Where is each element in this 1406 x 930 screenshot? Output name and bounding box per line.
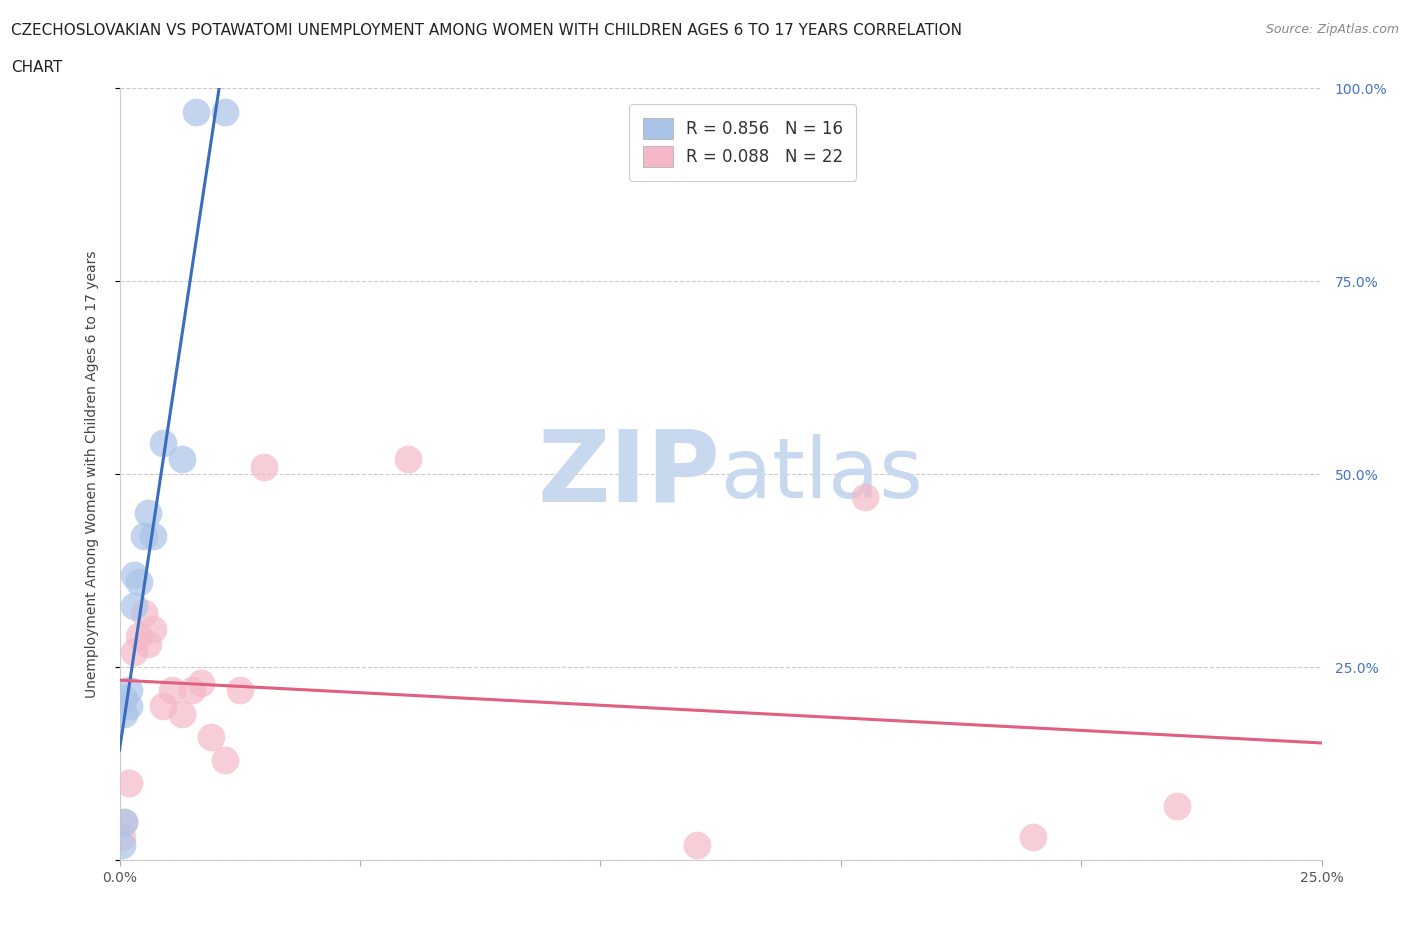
Point xyxy=(214,752,236,767)
Point xyxy=(111,837,134,852)
Point xyxy=(162,683,184,698)
Point xyxy=(122,598,145,613)
Y-axis label: Unemployment Among Women with Children Ages 6 to 17 years: Unemployment Among Women with Children A… xyxy=(84,250,98,698)
Point xyxy=(228,683,252,698)
Point xyxy=(112,706,135,721)
Point xyxy=(128,629,150,644)
Point xyxy=(214,104,236,119)
Point xyxy=(685,837,707,852)
Point xyxy=(1022,830,1045,844)
Point xyxy=(1166,799,1188,814)
Point xyxy=(122,644,145,659)
Point xyxy=(132,528,155,543)
Point xyxy=(253,459,276,474)
Point xyxy=(112,815,135,830)
Point xyxy=(170,451,193,466)
Point xyxy=(118,683,141,698)
Point xyxy=(122,567,145,582)
Point xyxy=(190,675,212,690)
Text: CHART: CHART xyxy=(11,60,63,75)
Text: CZECHOSLOVAKIAN VS POTAWATOMI UNEMPLOYMENT AMONG WOMEN WITH CHILDREN AGES 6 TO 1: CZECHOSLOVAKIAN VS POTAWATOMI UNEMPLOYME… xyxy=(11,23,962,38)
Point xyxy=(112,815,135,830)
Point xyxy=(132,605,155,620)
Point xyxy=(111,830,134,844)
Point xyxy=(142,621,165,636)
Point xyxy=(396,451,419,466)
Point xyxy=(853,490,876,505)
Point xyxy=(180,683,202,698)
Point xyxy=(138,637,160,652)
Point xyxy=(138,506,160,521)
Point xyxy=(142,528,165,543)
Point xyxy=(112,691,135,706)
Text: Source: ZipAtlas.com: Source: ZipAtlas.com xyxy=(1265,23,1399,36)
Legend: R = 0.856   N = 16, R = 0.088   N = 22: R = 0.856 N = 16, R = 0.088 N = 22 xyxy=(630,104,856,180)
Point xyxy=(152,698,174,713)
Point xyxy=(186,104,208,119)
Point xyxy=(118,698,141,713)
Point xyxy=(152,436,174,451)
Point xyxy=(118,776,141,790)
Text: ZIP: ZIP xyxy=(537,426,720,523)
Point xyxy=(170,706,193,721)
Point xyxy=(128,575,150,590)
Point xyxy=(200,729,222,744)
Text: atlas: atlas xyxy=(720,433,922,515)
